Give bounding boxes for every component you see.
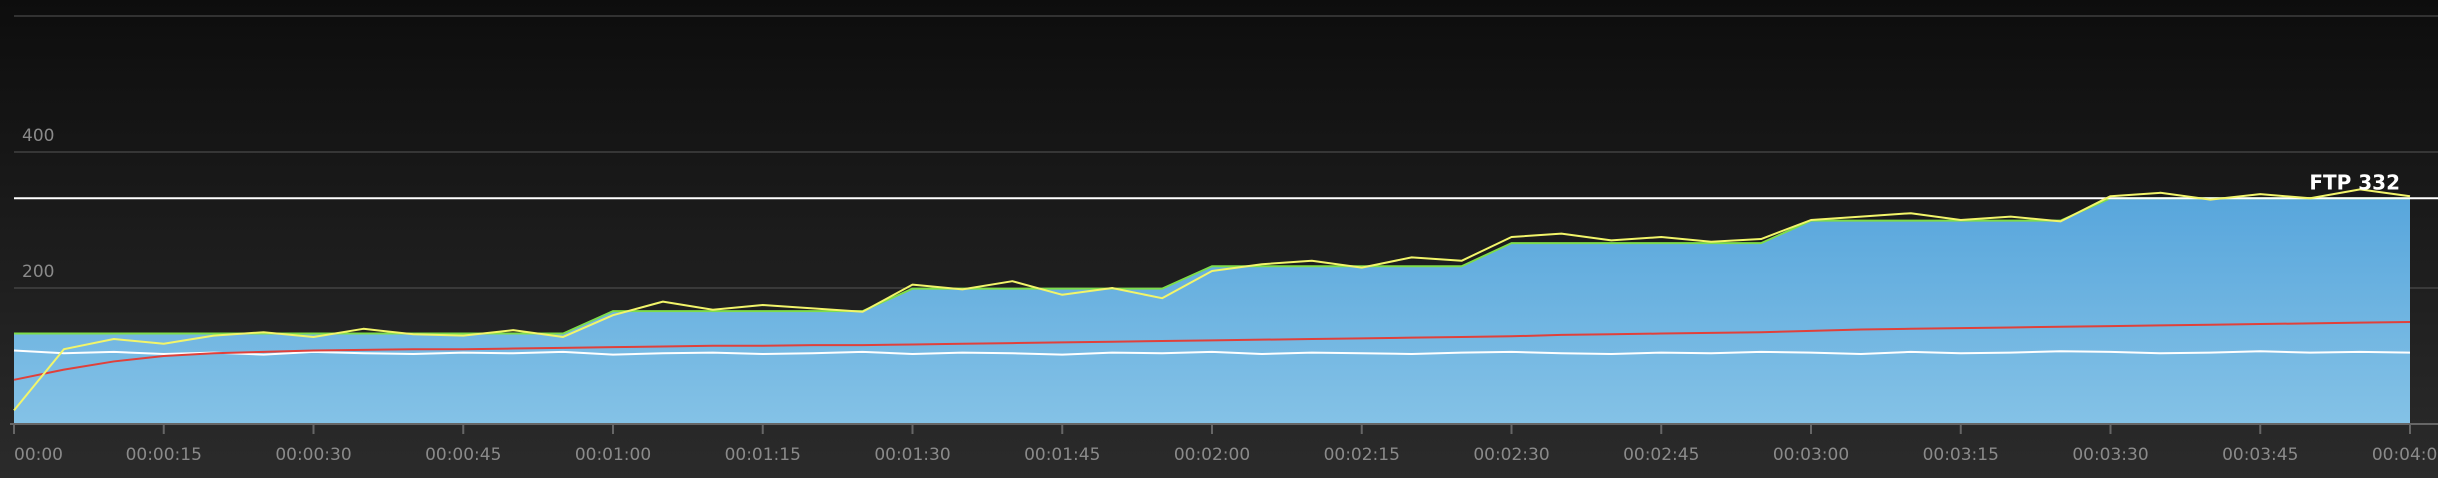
x-tick-label: 00:03:45 bbox=[2222, 445, 2298, 465]
target-area bbox=[14, 198, 2410, 424]
x-tick-label: 00:01:45 bbox=[1024, 445, 1100, 465]
y-tick-label: 200 bbox=[22, 262, 54, 282]
x-tick-label: 00:03:15 bbox=[1923, 445, 1999, 465]
x-tick-label: 00:00:45 bbox=[425, 445, 501, 465]
x-tick-label: 00:01:00 bbox=[575, 445, 651, 465]
x-tick-label: 00:02:15 bbox=[1324, 445, 1400, 465]
y-tick-label: 400 bbox=[22, 126, 54, 146]
x-tick-label: 00:02:45 bbox=[1623, 445, 1699, 465]
x-tick-label: 00:02:00 bbox=[1174, 445, 1250, 465]
x-tick-label: 00:01:30 bbox=[874, 445, 950, 465]
x-tick-label: 00:02:30 bbox=[1473, 445, 1549, 465]
x-tick-label: 00:00 bbox=[14, 445, 63, 465]
ftp-label: FTP 332 bbox=[2309, 171, 2400, 195]
x-tick-label: 00:03:30 bbox=[2072, 445, 2148, 465]
x-tick-label: 00:04:00 bbox=[2372, 445, 2438, 465]
series-line bbox=[13, 321, 2411, 381]
series-line bbox=[13, 188, 2411, 412]
x-tick-label: 00:00:30 bbox=[275, 445, 351, 465]
series-line bbox=[13, 349, 2411, 356]
x-tick-label: 00:03:00 bbox=[1773, 445, 1849, 465]
x-tick-label: 00:01:15 bbox=[725, 445, 801, 465]
x-tick-label: 00:00:15 bbox=[126, 445, 202, 465]
